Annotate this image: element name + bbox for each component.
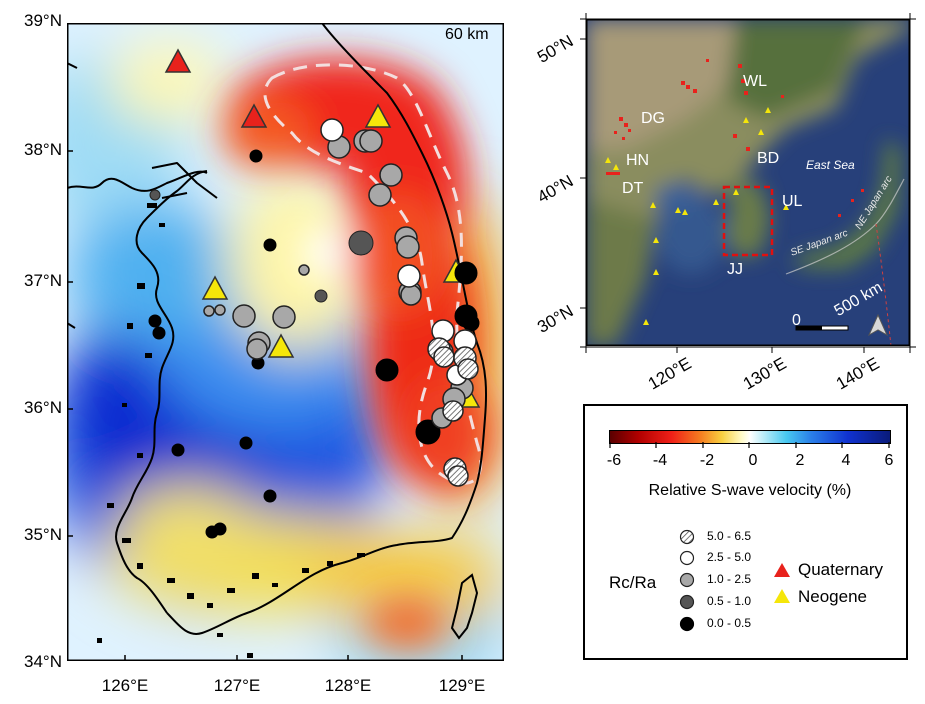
neogene-volcano bbox=[201, 275, 229, 300]
lon-label-126e: 126°E bbox=[101, 676, 149, 695]
colorbar-tick-4: 4 bbox=[841, 452, 851, 469]
lat-label-34n: 34°N bbox=[24, 652, 62, 671]
colorbar-tick-m4: -4 bbox=[652, 452, 668, 469]
region-label-jj: JJ bbox=[727, 261, 743, 278]
neogene-volcano bbox=[267, 333, 295, 358]
scale-zero: 0 bbox=[792, 312, 801, 329]
inset-lon-label-120e: 120°E bbox=[644, 353, 695, 394]
ratio-class-2: 1.0 - 2.5 bbox=[707, 572, 752, 586]
lon-label-128e: 128°E bbox=[324, 676, 372, 695]
lat-label-36n: 36°N bbox=[24, 398, 62, 417]
inset-lat-label-50n: 50°N bbox=[534, 31, 577, 67]
colorbar-tick-0: 0 bbox=[748, 452, 758, 469]
region-label-dt: DT bbox=[622, 180, 644, 197]
lat-label-38n: 38°N bbox=[24, 140, 62, 159]
quaternary-volcano bbox=[164, 48, 192, 73]
colorbar bbox=[609, 430, 891, 444]
darkgray-circle-icon bbox=[679, 594, 695, 610]
lon-label-129e: 129°E bbox=[438, 676, 486, 695]
ratio-class-1: 2.5 - 5.0 bbox=[707, 550, 752, 564]
white-circle-icon bbox=[679, 550, 695, 566]
inset-lon-label-140e: 140°E bbox=[832, 353, 883, 394]
region-label-bd: BD bbox=[757, 150, 780, 167]
lightgray-circle-icon bbox=[679, 572, 695, 588]
region-label-dg: DG bbox=[641, 110, 665, 127]
colorbar-tick-6: 6 bbox=[884, 452, 894, 469]
depth-label: 60 km bbox=[445, 26, 489, 43]
inset-lon-label-130e: 130°E bbox=[739, 353, 790, 394]
neogene-volcano bbox=[364, 103, 392, 128]
lat-label-35n: 35°N bbox=[24, 525, 62, 544]
volcano-legend-symbols bbox=[774, 563, 790, 603]
lat-label-39n: 39°N bbox=[24, 11, 62, 30]
colorbar-tick-m2: -2 bbox=[699, 452, 715, 469]
ratio-class-4: 0.0 - 0.5 bbox=[707, 616, 752, 630]
colorbar-tick-2: 2 bbox=[795, 452, 805, 469]
volcano-legend-quaternary: Quaternary bbox=[798, 560, 884, 579]
lat-label-37n: 37°N bbox=[24, 271, 62, 290]
inset-lat-label-30n: 30°N bbox=[534, 301, 577, 337]
inset-lat-label-40n: 40°N bbox=[534, 171, 577, 207]
region-label-ul: UL bbox=[782, 193, 803, 210]
main-map bbox=[67, 23, 504, 661]
neogene-triangle-icon bbox=[774, 589, 790, 603]
lon-label-127e: 127°E bbox=[213, 676, 261, 695]
colorbar-ticks bbox=[609, 442, 890, 448]
quaternary-triangle-icon bbox=[774, 563, 790, 577]
ratio-legend-symbols bbox=[679, 529, 695, 632]
inset-frame-ticks bbox=[580, 13, 916, 353]
colorbar-tick-m6: -6 bbox=[606, 452, 622, 469]
north-arrow-icon bbox=[867, 313, 889, 337]
region-label-hn: HN bbox=[626, 152, 650, 169]
volcano-legend-neogene: Neogene bbox=[798, 587, 868, 606]
colorbar-label: Relative S-wave velocity (%) bbox=[648, 482, 852, 499]
black-circle-icon bbox=[679, 616, 695, 632]
region-label-wl: WL bbox=[743, 73, 767, 90]
legend-box bbox=[583, 404, 908, 660]
ratio-label: Rc/Ra bbox=[609, 573, 657, 592]
ratio-class-3: 0.5 - 1.0 bbox=[707, 594, 752, 608]
sea-label: East Sea bbox=[806, 158, 855, 172]
quaternary-volcano bbox=[240, 103, 268, 128]
inset-map bbox=[586, 19, 910, 346]
hatched-circle-icon bbox=[679, 529, 695, 545]
ratio-class-0: 5.0 - 6.5 bbox=[707, 529, 752, 543]
